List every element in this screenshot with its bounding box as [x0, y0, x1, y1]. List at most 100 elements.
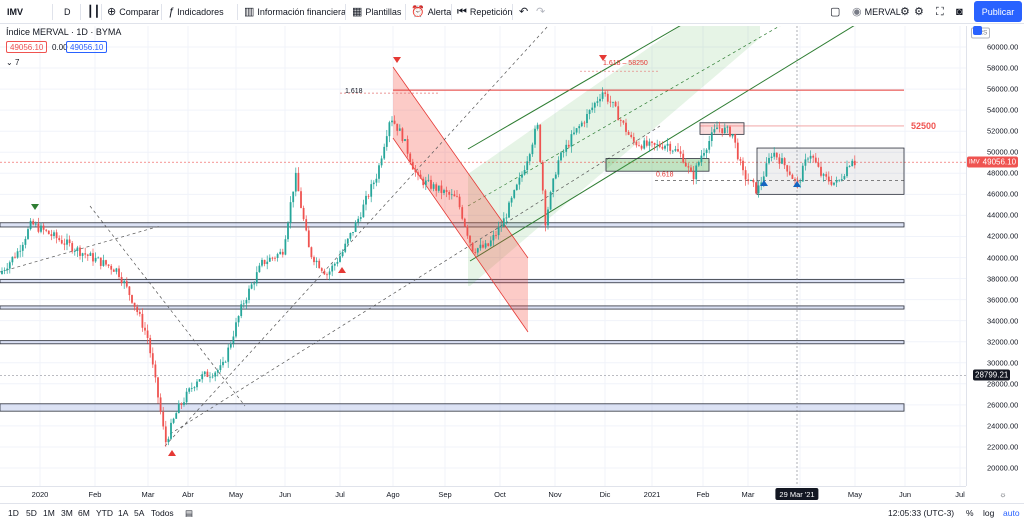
- time-tick: Mar: [141, 490, 155, 499]
- percent-toggle[interactable]: %: [966, 508, 974, 518]
- range-button[interactable]: 1M: [43, 508, 55, 518]
- indicator-count: 7: [14, 58, 20, 67]
- candle-body: [89, 253, 92, 256]
- chart-style-button[interactable]: ┃┃: [87, 0, 100, 24]
- candle-body: [513, 190, 516, 198]
- layout-button[interactable]: ▢: [830, 0, 840, 24]
- candle-body: [497, 227, 500, 236]
- compare-button[interactable]: ⊕ Comparar: [107, 0, 159, 24]
- candle-body: [744, 170, 747, 180]
- candle-body: [411, 161, 414, 170]
- candle-body: [305, 219, 308, 231]
- financials-button[interactable]: ▥ Información financiera: [244, 0, 346, 24]
- range-button[interactable]: 1D: [8, 508, 19, 518]
- candle-body: [495, 234, 497, 236]
- redo-button[interactable]: ↷: [536, 0, 545, 24]
- candle-body: [820, 166, 822, 176]
- replay-button[interactable]: ⏮ Repetición: [457, 0, 512, 24]
- candle-body: [50, 234, 53, 236]
- candle-body: [302, 207, 305, 220]
- candle-body: [804, 159, 807, 166]
- candle-body: [526, 161, 529, 171]
- candle-body: [34, 223, 37, 225]
- spread-value: 0.00: [52, 42, 68, 52]
- function-icon: ƒ: [168, 5, 175, 18]
- candle-body: [76, 247, 79, 252]
- settings-button[interactable]: ⚙: [914, 0, 924, 24]
- range-button[interactable]: 5D: [26, 508, 37, 518]
- range-button[interactable]: YTD: [96, 508, 113, 518]
- candle-body: [53, 232, 55, 236]
- interval-button[interactable]: D: [64, 0, 71, 24]
- candle-body: [687, 166, 690, 168]
- candle-body: [788, 171, 791, 175]
- candle-body: [294, 172, 297, 192]
- scale-menu-icon[interactable]: [973, 26, 982, 35]
- undo-button[interactable]: ↶: [519, 0, 528, 24]
- price-axis[interactable]: ARS60000.0058000.0056000.0054000.0052000…: [966, 26, 1024, 486]
- date-range-button[interactable]: ▤: [185, 508, 193, 519]
- candle-body: [692, 171, 695, 180]
- candle-body: [575, 128, 578, 133]
- candle-body: [742, 160, 744, 171]
- fullscreen-icon: ⛶: [936, 5, 944, 18]
- candle-body: [521, 174, 523, 178]
- range-button[interactable]: 1A: [118, 508, 129, 518]
- range-button[interactable]: 3M: [61, 508, 73, 518]
- candle-body: [450, 194, 453, 196]
- candle-body: [349, 232, 352, 239]
- snapshot-button[interactable]: ◙: [956, 0, 963, 24]
- log-toggle[interactable]: log: [983, 508, 995, 518]
- candle-body: [591, 107, 594, 111]
- candle-body: [518, 177, 521, 185]
- candle-body: [180, 403, 183, 405]
- candle-body: [651, 141, 653, 143]
- bid-box[interactable]: 49056.10: [6, 41, 48, 53]
- clock[interactable]: 12:05:33 (UTC-3): [888, 508, 955, 518]
- candle-body: [539, 124, 542, 162]
- dropdown-button[interactable]: ⚙: [900, 0, 910, 24]
- candle-body: [684, 162, 687, 167]
- arrow-down-icon: [599, 55, 607, 61]
- candle-body: [630, 134, 633, 137]
- candle-body: [63, 243, 66, 245]
- templates-button[interactable]: ▦ Plantillas: [352, 0, 401, 24]
- candle-body: [170, 422, 172, 439]
- range-button[interactable]: Todos: [151, 508, 174, 518]
- publish-button[interactable]: Publicar: [974, 1, 1022, 22]
- axis-settings-icon[interactable]: ☼: [999, 490, 1007, 499]
- candle-body: [731, 134, 734, 137]
- alert-button[interactable]: ⏰ Alerta: [411, 0, 451, 24]
- candle-body: [570, 134, 573, 147]
- indicators-button[interactable]: ƒ Indicadores: [168, 0, 224, 24]
- candle-body: [419, 174, 422, 179]
- auto-toggle[interactable]: auto: [1003, 508, 1020, 518]
- candle-body: [762, 176, 765, 183]
- candle-body: [781, 158, 783, 164]
- range-button[interactable]: 6M: [78, 508, 90, 518]
- symbol-search-button[interactable]: IMV: [7, 0, 23, 24]
- candle-body: [211, 376, 214, 378]
- candle-body: [760, 182, 763, 186]
- candle-body: [81, 253, 84, 256]
- chart-canvas[interactable]: 1.618 1.618 – 58250 0.618 52500: [0, 26, 966, 486]
- candle-body: [840, 179, 843, 180]
- candle-body: [638, 145, 640, 147]
- candle-body: [271, 257, 274, 259]
- candle-body: [284, 239, 287, 255]
- time-tick: Abr: [182, 490, 194, 499]
- range-button[interactable]: 5A: [134, 508, 145, 518]
- candle-body: [489, 240, 492, 246]
- fullscreen-button[interactable]: ⛶: [936, 0, 944, 24]
- symbol-tag: IMV: [969, 159, 980, 166]
- time-axis[interactable]: 2020 Feb Mar Abr May Jun Jul Ago Sep Oct Nov Dic 202…: [0, 486, 1006, 502]
- indicators-collapse[interactable]: ⌄ 7: [6, 58, 19, 67]
- ask-box[interactable]: 49056.10: [66, 41, 108, 53]
- price-tick: 44000.00: [987, 210, 1019, 220]
- candle-body: [177, 403, 180, 414]
- candle-body: [515, 184, 518, 191]
- candle-body: [562, 151, 565, 153]
- price-tick: 42000.00: [987, 231, 1019, 241]
- right-symbol-button[interactable]: ◉ MERVAL: [852, 0, 901, 24]
- candle-body: [708, 141, 711, 150]
